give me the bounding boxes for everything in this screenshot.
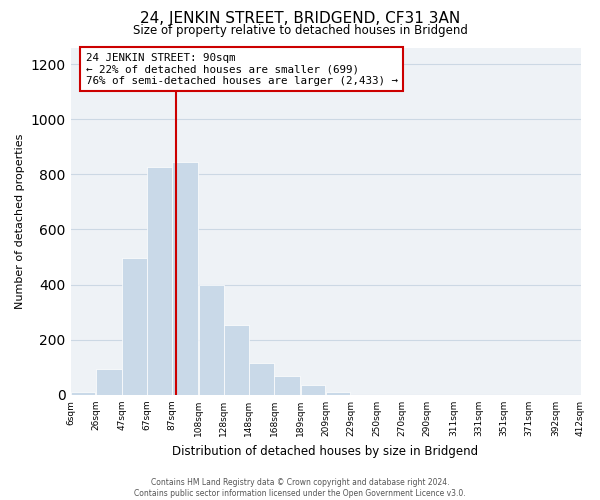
Bar <box>249 363 274 395</box>
Bar <box>274 376 300 395</box>
Text: 24 JENKIN STREET: 90sqm
← 22% of detached houses are smaller (699)
76% of semi-d: 24 JENKIN STREET: 90sqm ← 22% of detache… <box>86 52 398 86</box>
Bar <box>71 392 95 395</box>
Bar <box>326 392 350 395</box>
Text: Contains HM Land Registry data © Crown copyright and database right 2024.
Contai: Contains HM Land Registry data © Crown c… <box>134 478 466 498</box>
Y-axis label: Number of detached properties: Number of detached properties <box>15 134 25 309</box>
Bar <box>122 258 147 395</box>
Bar <box>301 386 325 395</box>
Text: Size of property relative to detached houses in Bridgend: Size of property relative to detached ho… <box>133 24 467 37</box>
Bar <box>148 168 172 395</box>
Text: 24, JENKIN STREET, BRIDGEND, CF31 3AN: 24, JENKIN STREET, BRIDGEND, CF31 3AN <box>140 11 460 26</box>
Bar <box>96 368 122 395</box>
Bar <box>224 324 249 395</box>
X-axis label: Distribution of detached houses by size in Bridgend: Distribution of detached houses by size … <box>172 444 479 458</box>
Bar <box>172 162 199 395</box>
Bar <box>199 284 224 395</box>
